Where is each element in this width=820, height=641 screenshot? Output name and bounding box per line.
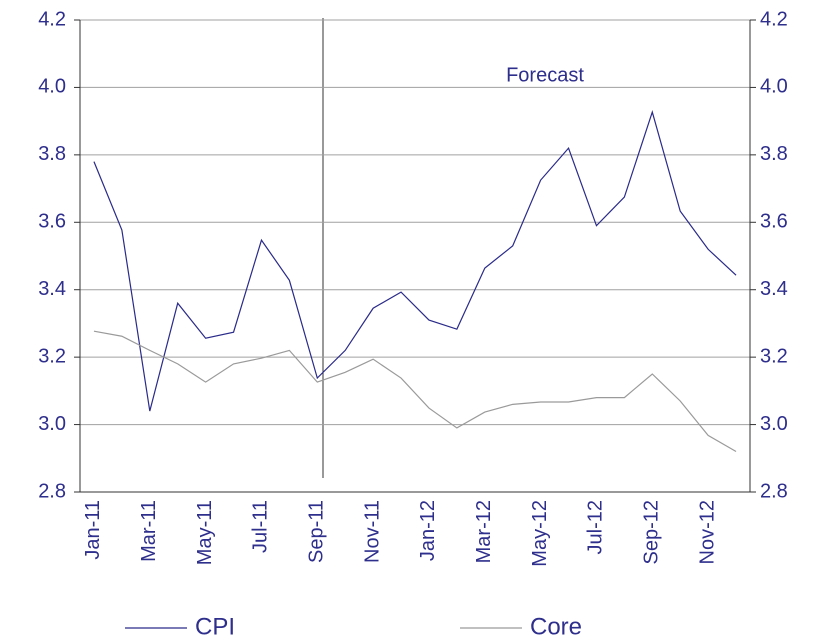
x-tick-label: Nov-11: [361, 500, 383, 563]
y2-tick-label: 3.2: [760, 345, 788, 367]
y-tick-label: 2.8: [38, 480, 66, 502]
series-line: [93, 330, 737, 453]
y-tick-label: 3.0: [38, 413, 66, 435]
y2-tick-label: 3.8: [760, 143, 788, 165]
legend-label: Core: [530, 613, 582, 640]
y2-tick-label: 4.0: [760, 76, 788, 98]
x-tick-label: Nov-12: [696, 500, 718, 564]
x-tick-label: Jul-11: [250, 500, 272, 553]
x-tick-label: Jul-12: [585, 500, 607, 554]
y2-tick-label: 4.2: [760, 8, 788, 30]
y-tick-label: 3.8: [38, 143, 66, 165]
y2-tick-label: 3.6: [760, 211, 788, 233]
x-tick-label: Sep-12: [641, 500, 663, 565]
y-tick-label: 3.6: [38, 211, 66, 233]
annotation: Forecast: [506, 64, 584, 86]
x-tick-label: May-12: [529, 500, 551, 567]
y-tick-label: 4.2: [38, 8, 66, 30]
y-tick-label: 3.4: [38, 278, 66, 300]
y-tick-label: 4.0: [38, 76, 66, 98]
series-line: [93, 109, 737, 412]
x-tick-label: Jan-12: [417, 500, 439, 561]
x-tick-label: Mar-11: [138, 500, 160, 562]
y2-tick-label: 2.8: [760, 480, 788, 502]
x-tick-label: Jan-11: [82, 500, 104, 560]
x-tick-label: Mar-12: [473, 500, 495, 563]
y-tick-label: 3.2: [38, 345, 66, 367]
y2-tick-label: 3.0: [760, 413, 788, 435]
x-tick-label: Sep-11: [306, 500, 328, 563]
x-tick-label: May-11: [194, 500, 216, 565]
y2-tick-label: 3.4: [760, 278, 788, 300]
legend-label: CPI: [195, 613, 235, 640]
